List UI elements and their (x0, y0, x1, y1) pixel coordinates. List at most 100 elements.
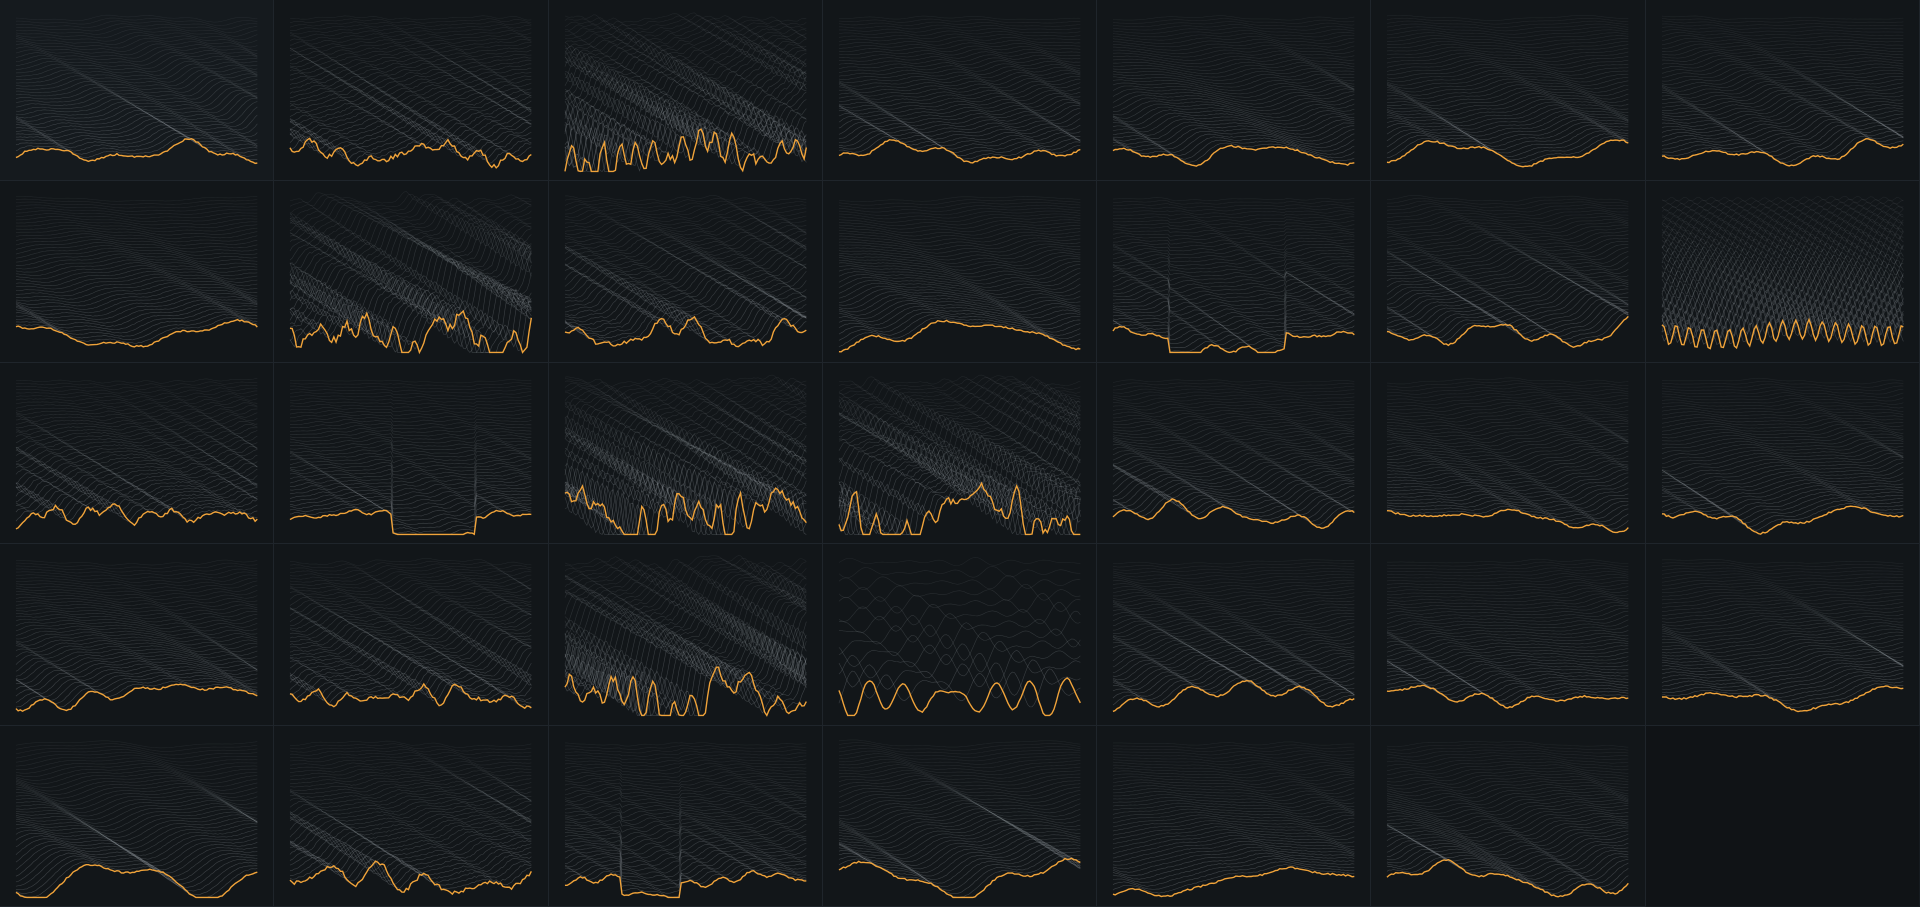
ridge-line (838, 610, 1081, 638)
ridgeline-thumbnail[interactable] (0, 362, 275, 545)
ridge-line (1661, 81, 1904, 99)
ridgeline-thumbnail[interactable] (0, 181, 275, 363)
ridgeline-plot (564, 741, 807, 898)
ridge-line (564, 434, 807, 481)
ridgeline-thumbnail[interactable] (1097, 725, 1372, 907)
ridge-line (564, 645, 807, 701)
ridge-line (1113, 562, 1355, 569)
ridgeline-thumbnail[interactable] (822, 181, 1098, 363)
ridge-line (564, 93, 806, 131)
ridgeline-thumbnail[interactable] (274, 181, 549, 363)
ridgeline-thumbnail[interactable] (1097, 362, 1372, 545)
ridge-line (838, 468, 1081, 528)
ridgeline-thumbnail[interactable] (0, 544, 275, 726)
ridge-line (1113, 585, 1355, 597)
ridge-line (1113, 285, 1355, 305)
ridge-line (838, 113, 1081, 134)
ridge-line (838, 303, 1081, 330)
ridge-line (1387, 848, 1629, 883)
ridge-line (838, 27, 1081, 34)
ridge-line (838, 95, 1081, 110)
ridgeline-thumbnail[interactable] (1371, 362, 1646, 545)
ridge-line (15, 858, 258, 895)
ridgeline-thumbnail[interactable] (548, 181, 823, 363)
ridge-line (1113, 412, 1355, 421)
ridge-line (290, 53, 532, 66)
ridge-line (15, 282, 258, 304)
ridge-line (290, 491, 532, 517)
highlight-series-line (290, 682, 532, 710)
ridge-line (838, 407, 1081, 437)
highlight-series-line (564, 483, 807, 535)
ridgeline-thumbnail[interactable] (1371, 544, 1646, 726)
ridge-line (1113, 796, 1355, 808)
ridgeline-thumbnail[interactable] (1371, 0, 1646, 182)
ridge-line (564, 267, 807, 287)
ridge-line (564, 855, 806, 885)
ridgeline-thumbnail[interactable] (1371, 181, 1646, 363)
ridge-line (564, 815, 806, 833)
ridge-line (1387, 754, 1629, 764)
ridgeline-thumbnail[interactable] (1371, 725, 1646, 907)
ridge-line (564, 590, 807, 628)
ridgeline-thumbnail[interactable] (1645, 0, 1920, 182)
ridge-line (1112, 464, 1355, 482)
ridge-line (838, 824, 1081, 859)
ridge-line (564, 650, 807, 712)
ridge-line (290, 669, 532, 695)
ridge-line (1387, 110, 1629, 133)
ridge-line (1113, 834, 1355, 858)
ridge-line (1387, 209, 1629, 220)
highlight-series-line (15, 683, 258, 713)
ridgeline-thumbnail[interactable] (822, 544, 1098, 726)
ridgeline-thumbnail[interactable] (0, 0, 275, 182)
ridge-line (564, 218, 806, 231)
ridgeline-thumbnail[interactable] (822, 0, 1098, 182)
ridge-line (1113, 238, 1355, 247)
ridgeline-thumbnail[interactable] (1097, 181, 1372, 363)
ridge-line (15, 460, 258, 478)
ridgeline-thumbnail[interactable] (548, 544, 823, 726)
ridge-line (15, 236, 258, 250)
ridge-line (838, 130, 1081, 153)
ridge-line (290, 611, 532, 634)
ridge-line (290, 838, 532, 866)
ridgeline-thumbnail[interactable] (548, 362, 823, 545)
ridge-line (564, 374, 806, 388)
ridgeline-thumbnail[interactable] (1097, 0, 1372, 182)
ridge-line (290, 751, 532, 762)
highlight-series-line (1112, 497, 1355, 529)
ridgeline-thumbnail[interactable] (274, 544, 549, 726)
ridge-line (15, 565, 258, 573)
ridgeline-thumbnail[interactable] (274, 725, 549, 907)
ridgeline-thumbnail[interactable] (822, 362, 1098, 545)
ridge-line (838, 213, 1081, 223)
ridge-line (290, 841, 532, 870)
ridge-line (564, 390, 807, 411)
ridge-line (838, 387, 1081, 407)
ridgeline-thumbnail[interactable] (0, 725, 275, 907)
highlight-series-line (838, 481, 1081, 535)
ridge-line (1387, 43, 1629, 56)
ridge-line (838, 237, 1081, 251)
ridgeline-thumbnail[interactable] (548, 725, 823, 907)
ridgeline-thumbnail[interactable] (1097, 544, 1372, 726)
ridge-line (1387, 405, 1629, 419)
ridgeline-thumbnail[interactable] (1645, 362, 1920, 545)
ridgeline-thumbnail[interactable] (274, 0, 549, 182)
ridgeline-thumbnail[interactable] (1645, 181, 1920, 363)
ridge-line (15, 439, 258, 451)
ridge-line (15, 631, 258, 653)
ridgeline-thumbnail[interactable] (822, 725, 1098, 907)
ridgeline-thumbnail[interactable] (274, 362, 549, 545)
ridge-line (1113, 139, 1355, 160)
ridge-line (564, 456, 807, 515)
ridge-line (1661, 654, 1904, 678)
ridgeline-thumbnail[interactable] (1645, 544, 1920, 726)
ridge-line (838, 478, 1081, 535)
ridge-line (15, 265, 258, 284)
ridge-line (1387, 234, 1629, 251)
ridge-line (838, 202, 1081, 210)
ridge-line (15, 118, 258, 144)
ridgeline-thumbnail[interactable] (548, 0, 823, 182)
